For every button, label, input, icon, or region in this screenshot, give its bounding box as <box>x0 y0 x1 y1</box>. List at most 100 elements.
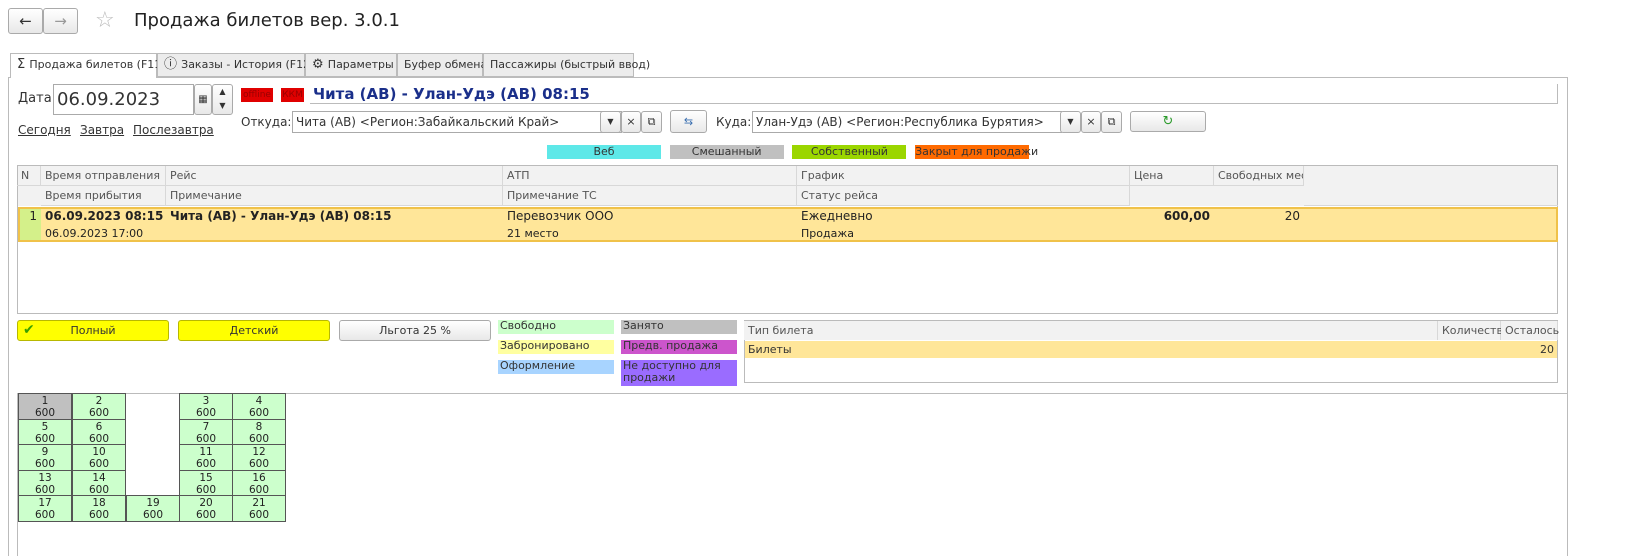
back-button[interactable]: ← <box>8 8 43 34</box>
to-input[interactable]: Улан-Удэ (АВ) <Регион:Республика Бурятия… <box>752 111 1062 133</box>
seat[interactable]: 11 600 <box>179 444 233 471</box>
date-input[interactable]: 06.09.2023 <box>53 84 194 115</box>
seat[interactable]: 2 600 <box>72 393 126 420</box>
seat-price: 600 <box>88 483 110 496</box>
column-header: Время прибытия <box>41 186 166 206</box>
cell: 06.09.2023 08:15 <box>45 209 164 223</box>
from-clear[interactable]: × <box>621 111 641 133</box>
seat[interactable]: 3 600 <box>179 393 233 420</box>
column-header: Примечание <box>166 186 503 206</box>
row-highlight <box>745 341 1557 358</box>
seat-number: 21 <box>252 497 266 510</box>
seat-price: 600 <box>34 483 56 496</box>
from-input[interactable]: Чита (АВ) <Регион:Забайкальский Край> <box>292 111 622 133</box>
column-header: АТП <box>503 166 797 186</box>
forward-button[interactable]: → <box>43 8 78 34</box>
tab[interactable]: Буфер обмена <box>397 53 487 77</box>
seat-number: 12 <box>252 446 266 459</box>
seat-number: 8 <box>255 420 263 433</box>
seat-price: 600 <box>88 458 110 471</box>
seat-number: 4 <box>255 395 263 407</box>
cell: Продажа <box>801 227 854 240</box>
legend-item: Собственный <box>792 145 907 159</box>
seat[interactable]: 17 600 <box>18 495 72 522</box>
seat-number: 14 <box>92 471 106 484</box>
seat-price: 600 <box>248 407 270 419</box>
favorite-star[interactable]: ☆ <box>95 8 115 33</box>
seat[interactable]: 16 600 <box>232 469 286 497</box>
seat-price: 600 <box>34 458 56 471</box>
seat[interactable]: 9 600 <box>18 444 72 471</box>
seat-legend-item: Занято <box>621 320 737 334</box>
seat-price: 600 <box>34 509 56 522</box>
from-dropdown[interactable]: ▼ <box>600 111 621 133</box>
to-dropdown[interactable]: ▼ <box>1060 111 1081 133</box>
fare-discount-button[interactable]: Льгота 25 % <box>339 320 491 341</box>
seat[interactable]: 6 600 <box>72 418 126 446</box>
route-title: Чита (АВ) - Улан-Удэ (АВ) 08:15 <box>313 85 590 103</box>
route-title-box <box>310 84 1558 104</box>
seat[interactable]: 21 600 <box>232 495 286 522</box>
to-open[interactable]: ⧉ <box>1101 111 1122 133</box>
fare-child-button[interactable]: Детский <box>178 320 330 341</box>
column-header: График <box>797 166 1130 186</box>
seat-price: 600 <box>195 432 217 445</box>
seat-price: 600 <box>195 407 217 419</box>
seat[interactable]: 1 600 <box>18 393 72 420</box>
tab-icon: ⚙ <box>312 57 328 72</box>
cell: Перевозчик ООО <box>507 209 614 223</box>
seat[interactable]: 20 600 <box>179 495 233 522</box>
ticket-table <box>744 320 1558 383</box>
tab-icon: Σ <box>17 57 30 72</box>
today-link[interactable]: Сегодня <box>18 123 71 137</box>
cell: 20 <box>1284 209 1300 223</box>
fare-full-button[interactable]: ✔ Полный <box>17 320 169 341</box>
from-open[interactable]: ⧉ <box>641 111 662 133</box>
seat-price: 600 <box>195 458 217 471</box>
seat[interactable]: 19 600 <box>126 495 180 522</box>
seat[interactable]: 12 600 <box>232 444 286 471</box>
legend-item: Веб <box>547 145 661 159</box>
calendar-button[interactable]: ▦ <box>194 84 212 115</box>
seat-number: 19 <box>146 497 160 510</box>
seat[interactable]: 15 600 <box>179 469 233 497</box>
column-header: Тип билета <box>744 321 1438 340</box>
seat[interactable]: 10 600 <box>72 444 126 471</box>
seat[interactable]: 14 600 <box>72 469 126 497</box>
tab-label: Пассажиры (быстрый ввод) <box>490 58 651 71</box>
tab[interactable]: Σ Продажа билетов (F11) <box>10 53 166 78</box>
tomorrow-link[interactable]: Завтра <box>80 123 125 137</box>
tab[interactable]: ⓘ Заказы - История (F12) <box>157 53 314 77</box>
tab-label: Продажа билетов (F11) <box>29 58 166 71</box>
seat-price: 600 <box>88 509 110 522</box>
seat-price: 600 <box>88 432 110 445</box>
spin-button[interactable]: ▲ ▼ <box>212 84 233 115</box>
column-header: Время отправления <box>41 166 166 186</box>
kkm-badge: ККМ <box>281 88 304 102</box>
seat[interactable]: 4 600 <box>232 393 286 420</box>
seat[interactable]: 5 600 <box>18 418 72 446</box>
seat[interactable]: 18 600 <box>72 495 126 522</box>
seat-price: 600 <box>195 509 217 522</box>
seat-number: 6 <box>95 420 103 433</box>
to-clear[interactable]: × <box>1081 111 1101 133</box>
day-after-link[interactable]: Послезавтра <box>133 123 214 137</box>
cell: 1 <box>29 209 37 223</box>
tab[interactable]: Пассажиры (быстрый ввод) <box>483 53 650 77</box>
seat-number: 18 <box>92 497 106 510</box>
seat-number: 7 <box>202 420 210 433</box>
seat[interactable]: 7 600 <box>179 418 233 446</box>
tab[interactable]: ⚙ Параметры <box>305 53 397 77</box>
cell: Чита (АВ) - Улан-Удэ (АВ) 08:15 <box>170 209 392 223</box>
column-header: Осталось <box>1501 321 1559 340</box>
swap-button[interactable]: ⇆ <box>670 110 707 133</box>
seat-number: 16 <box>252 471 266 484</box>
seat-price: 600 <box>88 407 110 419</box>
seat[interactable]: 13 600 <box>18 469 72 497</box>
offline-badge: offline <box>241 88 273 102</box>
seat-price: 600 <box>248 509 270 522</box>
seat[interactable]: 8 600 <box>232 418 286 446</box>
refresh-button[interactable]: ↻ <box>1130 111 1206 132</box>
cell: Ежедневно <box>801 209 873 223</box>
